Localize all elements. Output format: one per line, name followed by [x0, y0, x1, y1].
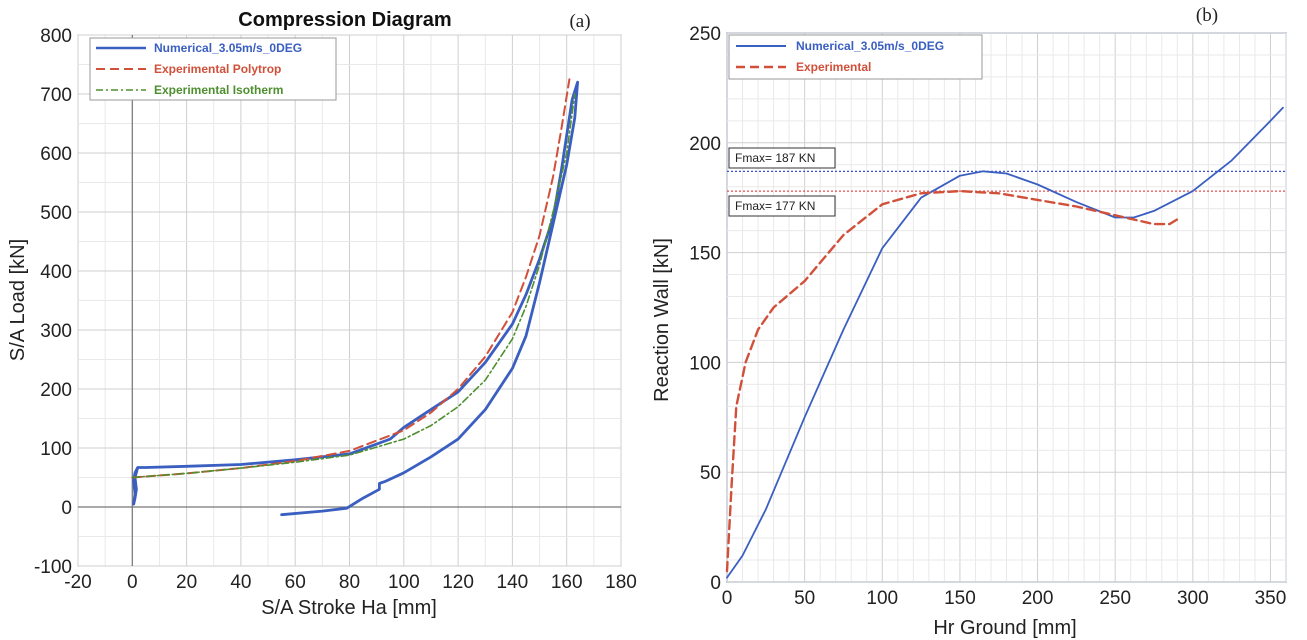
y-tick-label: 250: [689, 24, 721, 45]
y-axis-label-a: S/A Load [kN]: [7, 239, 29, 361]
y-tick-label: 500: [40, 203, 72, 224]
legend-label-numerical: Numerical_3.05m/s_0DEG: [154, 41, 302, 55]
grid-b: [726, 32, 1287, 583]
series-line-numerical-3-05m-s-0deg: [726, 106, 1284, 579]
grid-a: [77, 34, 622, 567]
y-tick-label: 0: [710, 573, 721, 594]
y-tick-labels-a: -100 0 100 200 300 400 500 600 700 800: [34, 26, 72, 578]
x-tick-label: 50: [794, 588, 815, 609]
y-tick-label: 150: [689, 244, 721, 265]
y-tick-label: 800: [40, 26, 72, 47]
y-tick-label: 300: [40, 321, 72, 342]
x-axis-label-a: S/A Stroke Ha [mm]: [261, 597, 437, 619]
panel-label-a: (a): [569, 11, 590, 32]
panel-label-b: (b): [1196, 5, 1218, 26]
x-axis-label-b: Hr Ground [mm]: [933, 617, 1076, 639]
x-tick-label: 140: [497, 572, 529, 593]
x-tick-label: 40: [230, 572, 251, 593]
y-tick-label: 50: [700, 463, 721, 484]
legend-label-polytrop: Experimental Polytrop: [154, 62, 281, 76]
y-tick-label: 100: [40, 439, 72, 460]
x-tick-label: 100: [866, 588, 898, 609]
annotation-label-fmax-177: Fmax= 177 KN: [735, 199, 815, 213]
legend-box-b: [728, 34, 983, 80]
x-tick-label: 60: [285, 572, 306, 593]
x-tick-labels-b: 0 50 100 150 200 250 300 350: [722, 588, 1287, 609]
chart-title: Compression Diagram: [238, 9, 451, 31]
x-tick-label: 100: [388, 572, 420, 593]
x-tick-label: 180: [605, 572, 637, 593]
x-tick-label: 150: [944, 588, 976, 609]
x-tick-label: 120: [442, 572, 474, 593]
annotation-fmax-187: Fmax= 187 KN: [728, 147, 836, 169]
x-tick-label: 250: [1099, 588, 1131, 609]
y-tick-label: 200: [689, 134, 721, 155]
series-group-a: [131, 78, 579, 517]
x-tick-label: 350: [1255, 588, 1287, 609]
x-tick-label: 0: [722, 588, 733, 609]
y-axis-label-b: Reaction Wall [kN]: [651, 238, 673, 402]
annotation-box-fmax-177: [728, 195, 836, 217]
x-tick-label: 160: [551, 572, 583, 593]
legend-label-isotherm: Experimental Isotherm: [154, 83, 283, 97]
legend-b: Numerical_3.05m/s_0DEG Experimental: [728, 34, 983, 80]
y-tick-label: 0: [61, 498, 72, 519]
y-tick-label: -100: [34, 557, 72, 578]
legend-label-experimental-b: Experimental: [796, 60, 871, 74]
x-tick-label: 80: [339, 572, 360, 593]
y-tick-labels-b: 0 50 100 150 200 250: [689, 24, 721, 594]
x-tick-label: 20: [176, 572, 197, 593]
x-tick-labels-a: -20 0 20 40 60 80 100 120 140 160 180: [64, 572, 637, 593]
x-tick-label: 300: [1177, 588, 1209, 609]
series-line-numerical-3-05m-s-0deg: [132, 80, 579, 517]
series-line-experimental-isotherm: [131, 93, 576, 479]
annotation-label-fmax-187: Fmax= 187 KN: [735, 151, 815, 165]
legend-label-numerical-b: Numerical_3.05m/s_0DEG: [796, 39, 944, 53]
y-tick-label: 100: [689, 353, 721, 374]
series-line-experimental: [725, 189, 1182, 573]
panel-a-compression-diagram: Compression Diagram (a) -20 0 20 40 60 80 100 1…: [7, 9, 637, 619]
y-tick-label: 400: [40, 262, 72, 283]
y-tick-label: 700: [40, 85, 72, 106]
annotation-box-fmax-187: [728, 147, 836, 169]
y-tick-label: 200: [40, 380, 72, 401]
x-tick-label: 200: [1022, 588, 1054, 609]
annotation-fmax-177: Fmax= 177 KN: [728, 195, 836, 217]
x-tick-label: 0: [127, 572, 138, 593]
x-tick-label: -20: [64, 572, 91, 593]
legend-a: Numerical_3.05m/s_0DEG Experimental Poly…: [89, 37, 337, 101]
series-group-b: [725, 106, 1284, 579]
y-tick-label: 600: [40, 144, 72, 165]
panel-b-reaction-wall: (b) 0 50 100 150 200 250 300 350 0 50 100 150 200 25…: [651, 5, 1287, 639]
